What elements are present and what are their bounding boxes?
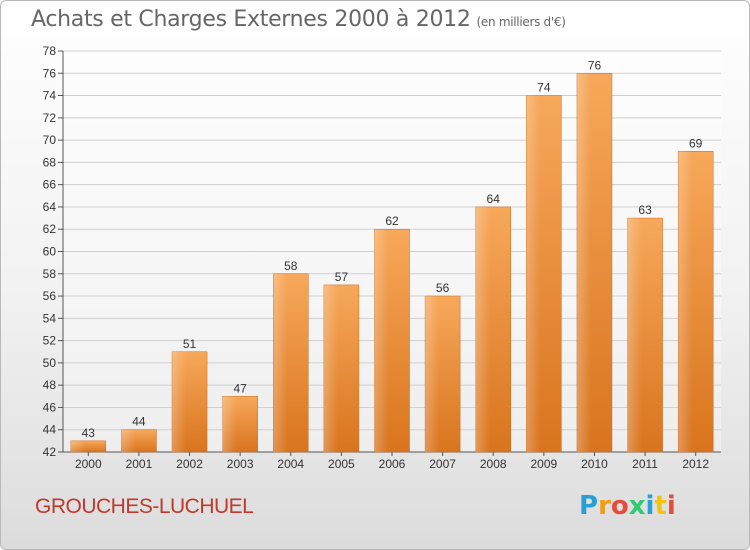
y-tick-label: 46 <box>43 400 57 414</box>
y-tick-label: 72 <box>43 111 57 125</box>
y-tick-label: 60 <box>43 245 57 259</box>
logo-letter: x <box>628 491 646 521</box>
x-tick-label: 2004 <box>277 457 304 471</box>
logo-letter: o <box>610 491 629 521</box>
y-tick-label: 68 <box>43 155 57 169</box>
bar-highlight <box>678 151 693 452</box>
y-tick-label: 78 <box>43 44 57 58</box>
y-tick-label: 74 <box>43 89 57 103</box>
y-tick-label: 52 <box>43 334 57 348</box>
bar-highlight <box>121 429 136 452</box>
logo-letter: i <box>645 491 655 521</box>
title-text: Achats et Charges Externes 2000 à 2012 <box>31 7 471 32</box>
bar-highlight <box>70 440 85 452</box>
bar-value-label: 63 <box>638 203 652 217</box>
bar-value-label: 76 <box>588 58 602 72</box>
x-tick-label: 2007 <box>429 457 456 471</box>
y-tick-label: 42 <box>43 445 57 459</box>
bar-highlight <box>222 396 237 452</box>
bar-highlight <box>374 229 389 452</box>
y-tick-label: 56 <box>43 289 57 303</box>
y-tick-label: 70 <box>43 133 57 147</box>
x-tick-label: 2000 <box>75 457 102 471</box>
logo-letter: i <box>666 491 676 521</box>
x-tick-label: 2003 <box>227 457 254 471</box>
x-tick-label: 2002 <box>176 457 203 471</box>
y-tick-label: 62 <box>43 222 57 236</box>
bar-highlight <box>576 73 591 453</box>
y-tick-label: 44 <box>43 423 57 437</box>
bar-highlight <box>627 218 642 452</box>
x-tick-label: 2011 <box>632 457 658 471</box>
bar-value-label: 74 <box>537 81 551 95</box>
bar-highlight <box>425 296 440 452</box>
x-tick-label: 2006 <box>379 457 406 471</box>
commune-name: GROUCHES-LUCHUEL <box>35 495 254 518</box>
x-tick-label: 2009 <box>530 457 557 471</box>
x-tick-label: 2012 <box>682 457 709 471</box>
bar-highlight <box>526 95 541 453</box>
y-tick-label: 66 <box>43 178 57 192</box>
bar-value-label: 64 <box>487 192 501 206</box>
bar-value-label: 43 <box>82 426 96 440</box>
proxiti-logo: Proxiti <box>579 491 676 521</box>
y-tick-label: 64 <box>43 200 57 214</box>
y-tick-label: 48 <box>43 378 57 392</box>
x-tick-label: 2005 <box>328 457 355 471</box>
y-tick-label: 50 <box>43 356 57 370</box>
logo-letter: r <box>598 491 611 521</box>
chart-title: Achats et Charges Externes 2000 à 2012 (e… <box>31 7 566 32</box>
bar-value-label: 44 <box>132 415 146 429</box>
bar-value-label: 62 <box>385 214 399 228</box>
bar-value-label: 57 <box>335 270 349 284</box>
y-tick-label: 76 <box>43 66 57 80</box>
bar-value-label: 69 <box>689 136 703 150</box>
y-tick-label: 54 <box>43 311 57 325</box>
x-tick-label: 2001 <box>126 457 153 471</box>
logo-letter: P <box>579 491 599 521</box>
bar-highlight <box>475 206 490 452</box>
chart-subtitle: (en milliers d'€) <box>476 15 566 29</box>
bar-highlight <box>172 351 187 452</box>
bar-highlight <box>273 273 288 452</box>
x-tick-label: 2008 <box>480 457 507 471</box>
bar-value-label: 58 <box>284 259 298 273</box>
bar-value-label: 51 <box>183 337 197 351</box>
y-tick-label: 58 <box>43 267 57 281</box>
bar-value-label: 56 <box>436 281 450 295</box>
bar-highlight <box>323 284 338 452</box>
x-tick-label: 2010 <box>581 457 608 471</box>
logo-letter: t <box>654 491 667 521</box>
bar-value-label: 47 <box>233 381 247 395</box>
